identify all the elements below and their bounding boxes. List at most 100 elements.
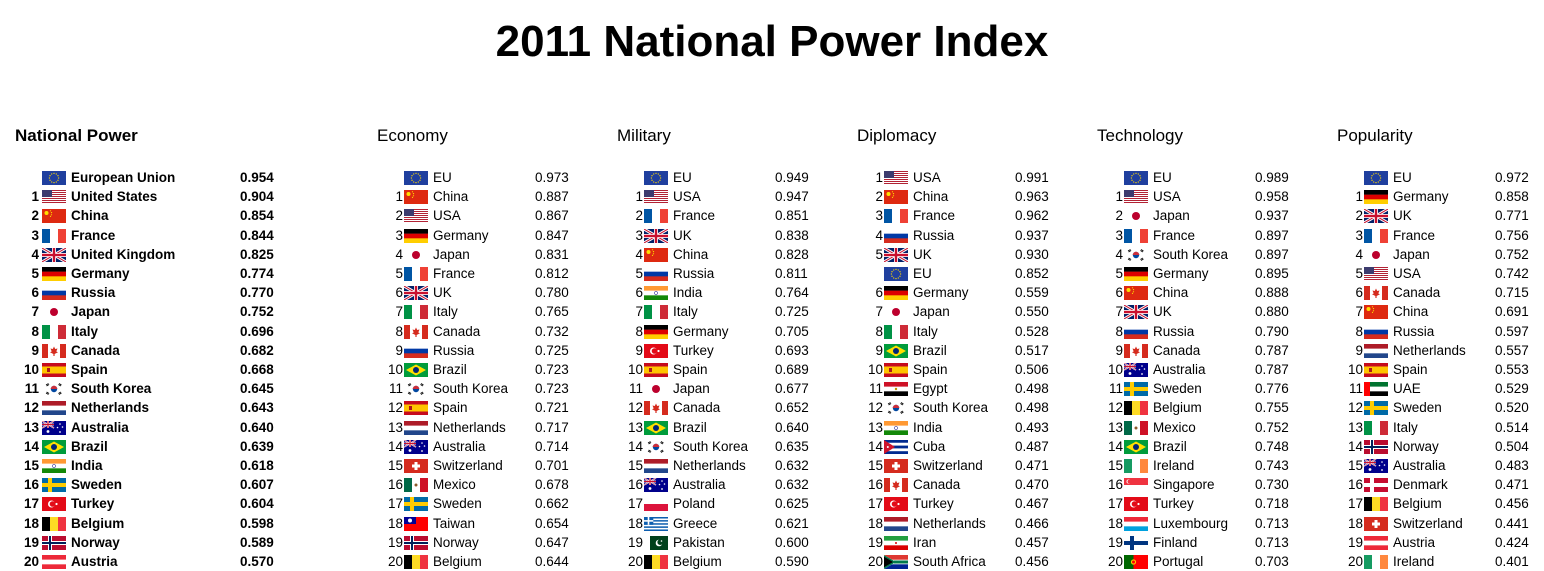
country-name: European Union bbox=[71, 170, 176, 185]
canada-flag-icon bbox=[1364, 286, 1388, 301]
table-row: 19 Austria 0.424 bbox=[1337, 533, 1544, 552]
rank-number: 14 bbox=[1347, 438, 1363, 454]
table-row: 5 UK 0.930 bbox=[857, 245, 1065, 264]
table-row: 9 Netherlands 0.557 bbox=[1337, 341, 1544, 360]
table-row: 19 Norway 0.647 bbox=[377, 533, 585, 552]
table-row: 2 UK 0.771 bbox=[1337, 206, 1544, 225]
power-score: 0.570 bbox=[240, 554, 274, 569]
rank-number: 9 bbox=[1355, 342, 1363, 358]
brazil-flag-icon bbox=[1124, 439, 1148, 454]
power-score: 0.771 bbox=[1495, 208, 1529, 224]
power-score: 0.520 bbox=[1495, 400, 1529, 416]
table-row: 20 Belgium 0.644 bbox=[377, 552, 585, 571]
eu-flag-icon bbox=[884, 267, 908, 281]
power-score: 0.703 bbox=[1255, 554, 1289, 569]
rank-number: 7 bbox=[1355, 304, 1363, 320]
table-row: 10 Spain 0.668 bbox=[15, 360, 290, 379]
power-score: 0.553 bbox=[1495, 362, 1529, 377]
power-score: 0.723 bbox=[535, 381, 569, 397]
table-row: 7 Italy 0.765 bbox=[377, 302, 585, 321]
uae-flag-icon bbox=[1364, 382, 1388, 397]
canada-flag-icon bbox=[1124, 343, 1148, 358]
rank-number: 11 bbox=[628, 381, 643, 397]
power-score: 0.652 bbox=[775, 400, 809, 416]
table-row: 16 Denmark 0.471 bbox=[1337, 475, 1544, 494]
rank-number: 4 bbox=[875, 227, 883, 243]
power-score: 0.640 bbox=[240, 419, 274, 435]
panel-heading: Diplomacy bbox=[857, 126, 937, 145]
power-score: 0.625 bbox=[775, 496, 809, 512]
country-name: Netherlands bbox=[1393, 342, 1466, 358]
power-score: 0.764 bbox=[775, 285, 809, 301]
power-score: 0.904 bbox=[240, 189, 274, 205]
table-row: 20 Belgium 0.590 bbox=[617, 552, 825, 571]
brazil-flag-icon bbox=[884, 343, 908, 358]
brazil-flag-icon bbox=[42, 439, 66, 454]
rank-number: 1 bbox=[1115, 189, 1123, 205]
table-row: 12 South Korea 0.498 bbox=[857, 398, 1065, 417]
rank-number: 13 bbox=[1107, 419, 1123, 435]
norway-flag-icon bbox=[42, 535, 66, 550]
country-name: China bbox=[71, 208, 109, 224]
power-score: 0.958 bbox=[1255, 189, 1289, 205]
germany-flag-icon bbox=[884, 286, 908, 301]
brazil-flag-icon bbox=[644, 420, 668, 435]
country-name: EU bbox=[913, 266, 932, 281]
power-score: 0.677 bbox=[775, 381, 809, 397]
country-name: France bbox=[913, 208, 956, 224]
panel-heading: Technology bbox=[1097, 126, 1184, 145]
power-score: 0.949 bbox=[775, 170, 809, 185]
country-name: Germany bbox=[71, 266, 130, 281]
table-row: 6 Germany 0.559 bbox=[857, 283, 1065, 302]
panel-heading: Economy bbox=[377, 126, 448, 145]
rank-number: 1 bbox=[635, 189, 643, 205]
power-score: 0.715 bbox=[1495, 285, 1529, 301]
power-score: 0.514 bbox=[1495, 419, 1529, 435]
table-row: 10 Spain 0.506 bbox=[857, 360, 1065, 379]
table-row: 15 Netherlands 0.632 bbox=[617, 456, 825, 475]
rank-number: 1 bbox=[875, 170, 883, 185]
power-score: 0.643 bbox=[240, 400, 274, 416]
table-row: 14 Brazil 0.639 bbox=[15, 437, 290, 456]
france-flag-icon bbox=[644, 209, 668, 224]
germany-flag-icon bbox=[404, 228, 428, 243]
table-row: 13 India 0.493 bbox=[857, 418, 1065, 437]
country-name: Canada bbox=[673, 400, 721, 416]
table-row: 5 France 0.812 bbox=[377, 264, 585, 283]
rank-number: 1 bbox=[31, 189, 39, 205]
rank-number: 7 bbox=[875, 304, 883, 320]
country-name: Taiwan bbox=[433, 515, 476, 531]
australia-flag-icon bbox=[1364, 459, 1388, 473]
power-score: 0.989 bbox=[1255, 170, 1289, 185]
power-score: 0.844 bbox=[240, 227, 274, 243]
power-score: 0.557 bbox=[1495, 342, 1529, 358]
table-row: 20 Austria 0.570 bbox=[15, 552, 290, 571]
table-row: 8 Russia 0.597 bbox=[1337, 322, 1544, 341]
power-score: 0.471 bbox=[1495, 477, 1529, 493]
rank-number: 11 bbox=[868, 381, 883, 397]
uk-flag-icon bbox=[884, 247, 908, 262]
rank-number: 11 bbox=[1108, 381, 1123, 397]
rank-number: 2 bbox=[1355, 208, 1363, 224]
power-score: 0.787 bbox=[1255, 342, 1289, 358]
country-name: Sweden bbox=[433, 496, 482, 512]
table-row: 19 Norway 0.589 bbox=[15, 533, 290, 552]
power-score: 0.713 bbox=[1255, 534, 1289, 550]
rank-number: 3 bbox=[1115, 227, 1123, 243]
table-row: 5 USA 0.742 bbox=[1337, 264, 1544, 283]
finland-flag-icon bbox=[1124, 535, 1148, 550]
rank-number: 13 bbox=[1347, 419, 1363, 435]
country-name: Spain bbox=[1393, 362, 1428, 377]
rank-number: 20 bbox=[627, 554, 643, 569]
uk-flag-icon bbox=[644, 228, 668, 243]
power-score: 0.632 bbox=[775, 477, 809, 493]
mexico-flag-icon bbox=[404, 478, 428, 493]
rank-number: 4 bbox=[395, 246, 403, 262]
france-flag-icon bbox=[1364, 228, 1388, 243]
rank-number: 8 bbox=[395, 323, 403, 339]
power-score: 0.742 bbox=[1495, 266, 1529, 281]
rank-number: 14 bbox=[23, 438, 39, 454]
table-row: 7 China 0.691 bbox=[1337, 302, 1544, 321]
japan-flag-icon bbox=[1124, 209, 1148, 224]
table-row: 13 Australia 0.640 bbox=[15, 418, 290, 437]
